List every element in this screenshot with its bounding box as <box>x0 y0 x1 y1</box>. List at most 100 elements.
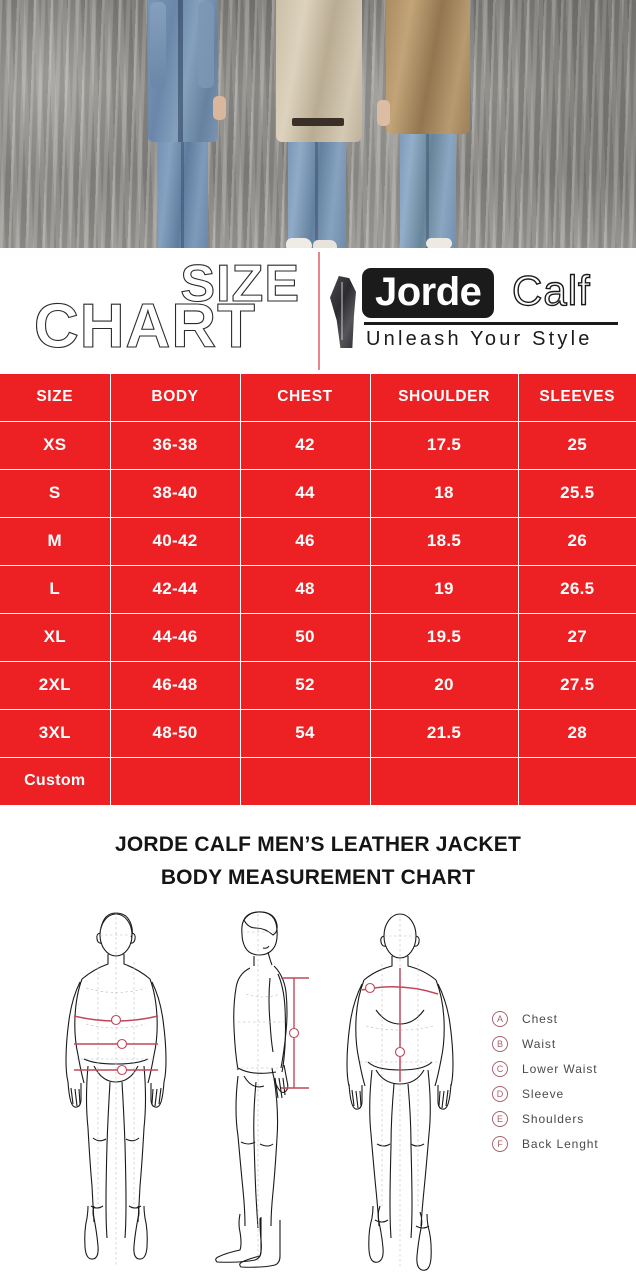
cell-sleeves: 25 <box>517 420 636 470</box>
brand-logo: Jorde Calf Unleash Your Style <box>330 262 626 362</box>
legend-item-chest: A Chest <box>492 1006 632 1031</box>
legend-item-waist: B Waist <box>492 1031 632 1056</box>
legend-badge-a-icon: A <box>492 1010 508 1027</box>
cell-chest: 52 <box>239 660 371 710</box>
jacket-icon <box>330 276 356 348</box>
legend-item-shoulders: E Shoulders <box>492 1106 632 1131</box>
table-row: M 40-42 46 18.5 26 <box>0 516 636 566</box>
cell-body: 46-48 <box>109 660 241 710</box>
column-header-chest: CHEST <box>239 374 371 422</box>
model-3-shoes <box>426 238 452 248</box>
cell-size: 2XL <box>0 660 111 710</box>
column-header-sleeves: SLEEVES <box>517 374 636 422</box>
cell-body: 36-38 <box>109 420 241 470</box>
cell-sleeves: 28 <box>517 708 636 758</box>
cell-chest: 42 <box>239 420 371 470</box>
legend-item-sleeve: D Sleeve <box>492 1081 632 1106</box>
cell-chest <box>239 756 371 805</box>
model-1-denim-jacket <box>148 0 218 142</box>
back-body-figure <box>346 913 454 1271</box>
cell-size: M <box>0 516 111 566</box>
cell-body: 40-42 <box>109 516 241 566</box>
headline-line-2: BODY MEASUREMENT CHART <box>160 865 476 889</box>
model-3-tan-jacket <box>386 0 470 134</box>
legend-item-lower-waist: C Lower Waist <box>492 1056 632 1081</box>
body-measurement-figures: A Chest B Waist C Lower Waist D Sleeve E… <box>0 906 636 1276</box>
cell-body <box>109 756 241 805</box>
model-person-2 <box>272 0 366 248</box>
legend-label-back-length: Back Lenght <box>522 1136 599 1151</box>
cell-shoulder: 19 <box>369 564 519 614</box>
cell-chest: 48 <box>239 564 371 614</box>
size-chart-table: SIZE BODY CHEST SHOULDER SLEEVES XS 36-3… <box>0 374 636 805</box>
column-header-body: BODY <box>109 374 241 422</box>
legend-item-back-length: F Back Lenght <box>492 1131 632 1156</box>
table-row: 2XL 46-48 52 20 27.5 <box>0 660 636 710</box>
table-row: 3XL 48-50 54 21.5 28 <box>0 708 636 758</box>
cell-size: L <box>0 564 111 614</box>
measurement-legend: A Chest B Waist C Lower Waist D Sleeve E… <box>492 1006 632 1156</box>
cell-sleeves: 25.5 <box>517 468 636 518</box>
model-person-1 <box>142 0 226 248</box>
headline-line-1: JORDE CALF MEN’S LEATHER JACKET <box>115 833 521 856</box>
table-row: XS 36-38 42 17.5 25 <box>0 420 636 470</box>
cell-shoulder: 18 <box>369 468 519 518</box>
title-line-size: SIZE <box>180 255 300 313</box>
cell-body: 38-40 <box>109 468 241 518</box>
legend-badge-c-icon: C <box>492 1060 508 1077</box>
cell-body: 48-50 <box>109 708 241 758</box>
cell-chest: 54 <box>239 708 371 758</box>
cell-body: 42-44 <box>109 564 241 614</box>
cell-sleeves: 27 <box>517 612 636 662</box>
model-2-shoes <box>286 238 312 248</box>
brand-tagline: Unleash Your Style <box>366 328 593 350</box>
model-2-belt <box>292 118 344 126</box>
legend-label-lower-waist: Lower Waist <box>522 1061 598 1076</box>
table-header-row: SIZE BODY CHEST SHOULDER SLEEVES <box>0 374 636 422</box>
cell-size: 3XL <box>0 708 111 758</box>
model-person-3 <box>377 0 474 248</box>
cell-body: 44-46 <box>109 612 241 662</box>
cell-chest: 50 <box>239 612 371 662</box>
legend-badge-e-icon: E <box>492 1110 508 1127</box>
legend-badge-b-icon: B <box>492 1035 508 1052</box>
brand-name-primary: Jorde <box>362 268 495 318</box>
cell-size: XS <box>0 420 111 470</box>
table-row: S 38-40 44 18 25.5 <box>0 468 636 518</box>
legend-label-chest: Chest <box>522 1011 558 1026</box>
cell-shoulder: 20 <box>369 660 519 710</box>
cell-shoulder: 21.5 <box>369 708 519 758</box>
front-body-figure <box>65 912 167 1267</box>
cell-sleeves: 26.5 <box>517 564 636 614</box>
column-header-shoulder: SHOULDER <box>369 374 519 422</box>
cell-shoulder <box>369 756 519 805</box>
brand-name-secondary: Calf <box>511 267 591 314</box>
measurement-chart-headline: JORDE CALF MEN’S LEATHER JACKET BODY MEA… <box>0 805 636 894</box>
legend-label-waist: Waist <box>522 1036 557 1051</box>
legend-badge-f-icon: F <box>492 1135 508 1152</box>
model-1-hand <box>213 96 226 120</box>
legend-badge-d-icon: D <box>492 1085 508 1102</box>
cell-sleeves: 26 <box>517 516 636 566</box>
cell-size: XL <box>0 612 111 662</box>
table-row-custom: Custom <box>0 756 636 805</box>
cell-size: Custom <box>0 756 111 805</box>
cell-chest: 46 <box>239 516 371 566</box>
title-line-chart: CHART <box>33 292 256 361</box>
cell-sleeves: 27.5 <box>517 660 636 710</box>
hero-photo-banner <box>0 0 636 248</box>
cell-sleeves <box>517 756 636 805</box>
side-body-figure <box>215 911 309 1268</box>
cell-shoulder: 17.5 <box>369 420 519 470</box>
column-header-size: SIZE <box>0 374 111 422</box>
table-row: L 42-44 48 19 26.5 <box>0 564 636 614</box>
cell-shoulder: 18.5 <box>369 516 519 566</box>
brand-underline <box>364 322 618 325</box>
table-row: XL 44-46 50 19.5 27 <box>0 612 636 662</box>
size-chart-title: SIZE CHART <box>0 252 316 370</box>
model-3-hand <box>377 100 390 126</box>
cell-shoulder: 19.5 <box>369 612 519 662</box>
cell-chest: 44 <box>239 468 371 518</box>
cell-size: S <box>0 468 111 518</box>
legend-label-shoulders: Shoulders <box>522 1111 585 1126</box>
